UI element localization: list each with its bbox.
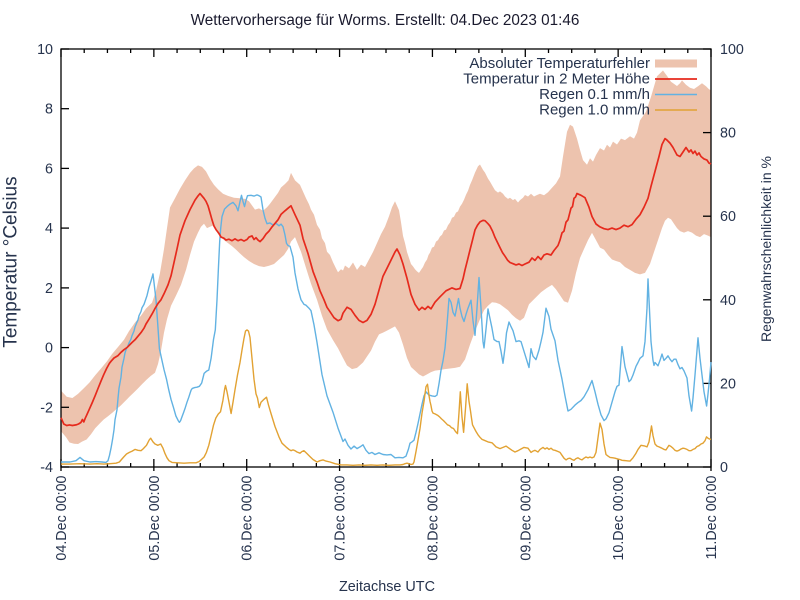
svg-text:8: 8 [45,102,53,118]
svg-text:20: 20 [720,376,736,392]
svg-text:6: 6 [45,161,53,177]
svg-text:-2: -2 [40,400,53,416]
svg-text:10.Dec 00:00: 10.Dec 00:00 [611,475,627,560]
svg-text:80: 80 [720,126,736,142]
svg-text:11.Dec 00:00: 11.Dec 00:00 [704,475,720,559]
svg-text:Zeitachse UTC: Zeitachse UTC [339,579,435,595]
svg-text:2: 2 [45,281,53,297]
svg-text:Regen 1.0 mm/h: Regen 1.0 mm/h [539,102,650,119]
svg-text:-4: -4 [40,460,53,476]
svg-text:09.Dec 00:00: 09.Dec 00:00 [518,475,534,560]
svg-text:Temperatur in 2 Meter Höhe: Temperatur in 2 Meter Höhe [463,71,650,88]
svg-text:05.Dec 00:00: 05.Dec 00:00 [147,475,163,560]
svg-text:Regenwahrscheinlichkeit in %: Regenwahrscheinlichkeit in % [758,156,774,342]
svg-text:Temperatur °Celsius: Temperatur °Celsius [1,176,22,347]
svg-text:08.Dec 00:00: 08.Dec 00:00 [425,475,441,560]
svg-text:Absoluter Temperaturfehler: Absoluter Temperaturfehler [469,55,650,72]
svg-text:0: 0 [45,341,53,357]
svg-text:40: 40 [720,293,736,309]
svg-text:10: 10 [37,42,53,58]
svg-text:06.Dec 00:00: 06.Dec 00:00 [240,475,256,560]
svg-text:04.Dec 00:00: 04.Dec 00:00 [54,475,70,560]
svg-text:4: 4 [45,221,53,237]
svg-text:07.Dec 00:00: 07.Dec 00:00 [333,475,349,560]
svg-text:60: 60 [720,209,736,225]
svg-text:Regen 0.1 mm/h: Regen 0.1 mm/h [539,86,650,103]
svg-text:100: 100 [720,42,744,58]
svg-text:Wettervorhersage für Worms. Er: Wettervorhersage für Worms. Erstellt: 04… [191,12,580,29]
svg-text:0: 0 [720,460,728,476]
